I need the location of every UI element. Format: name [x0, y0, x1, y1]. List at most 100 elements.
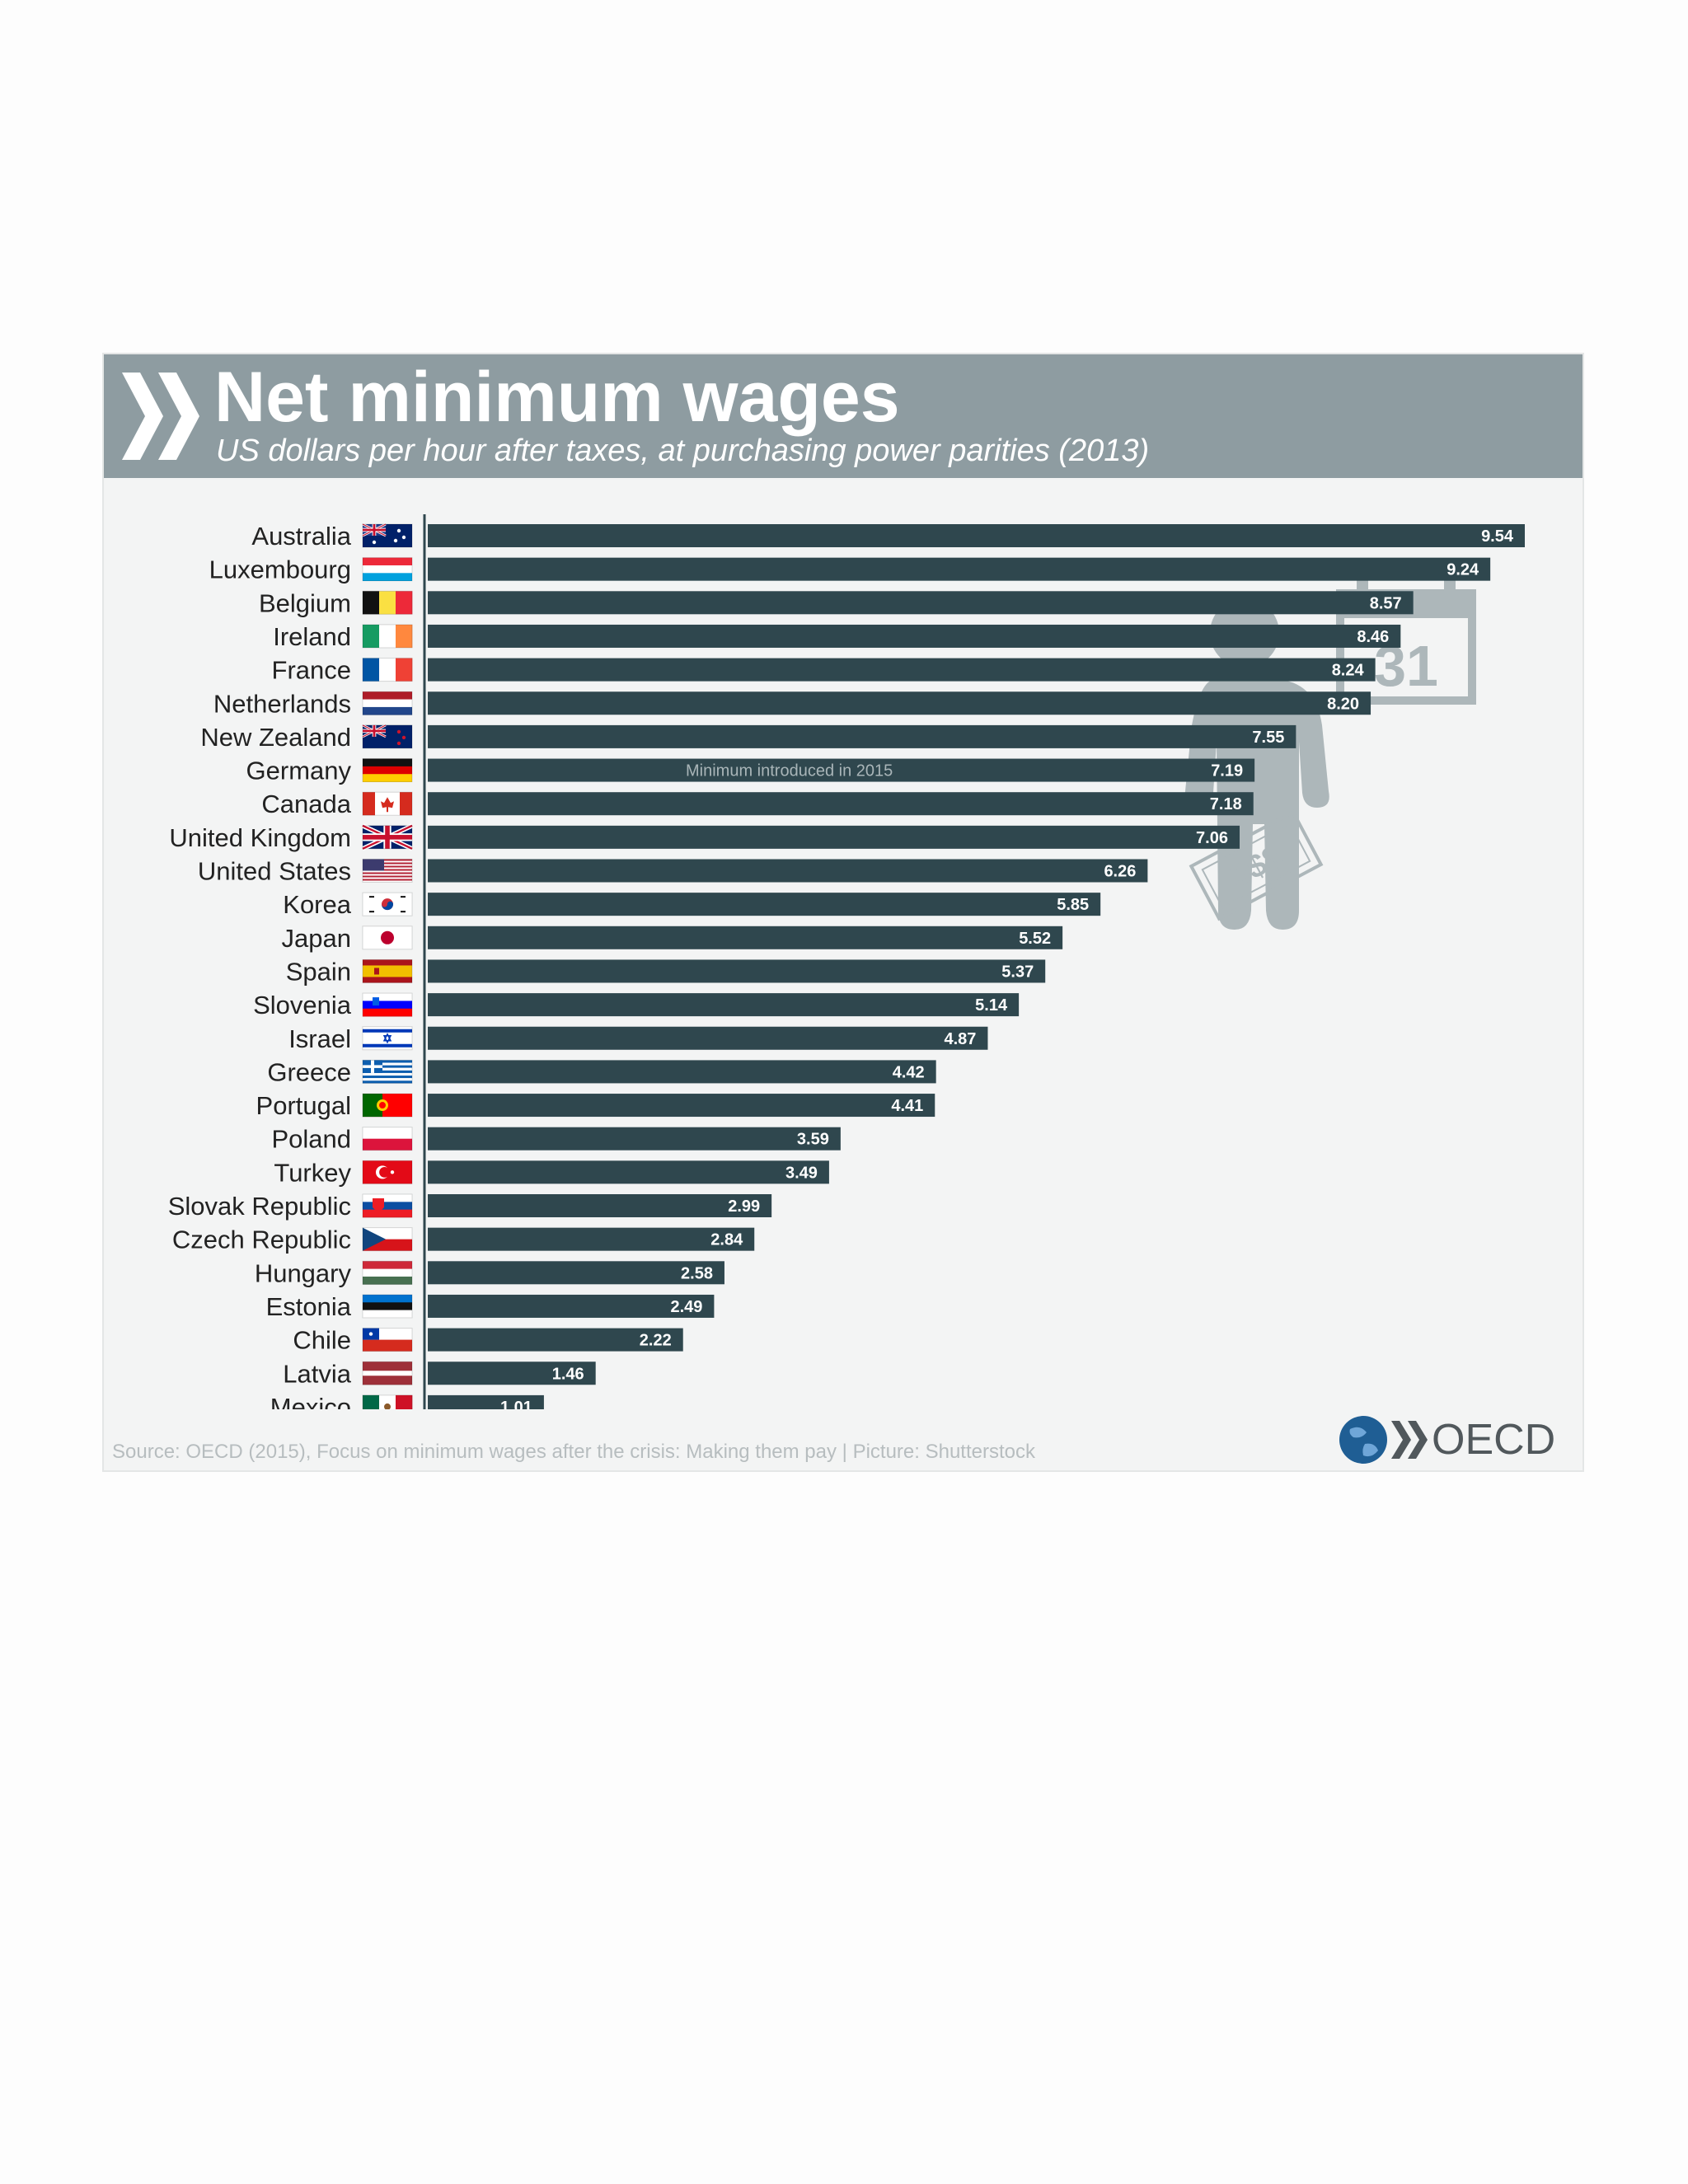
bar-hungary	[428, 1261, 724, 1285]
value-label-turkey: 3.49	[785, 1164, 818, 1182]
belgium-flag-icon	[362, 590, 413, 615]
category-label-luxembourg: Luxembourg	[209, 555, 351, 584]
infographic: Net minimum wages US dollars per hour af…	[104, 354, 1582, 1470]
czech-republic-flag-icon	[362, 1227, 413, 1252]
category-label-belgium: Belgium	[259, 588, 351, 617]
bar-portugal	[428, 1094, 935, 1118]
value-label-greece: 4.42	[893, 1063, 925, 1081]
new-zealand-flag-icon	[362, 724, 413, 749]
value-label-united-kingdom: 7.06	[1196, 829, 1228, 847]
category-label-spain: Spain	[286, 957, 351, 986]
bar-chile	[428, 1328, 683, 1352]
bar-slovak-republic	[428, 1194, 772, 1217]
annotation-label: Minimum introduced in 2015	[686, 762, 893, 780]
bar-japan	[428, 926, 1063, 949]
category-label-france: France	[272, 656, 351, 685]
bar-canada	[428, 792, 1254, 816]
germany-flag-icon	[362, 758, 413, 783]
category-label-new-zealand: New Zealand	[200, 723, 351, 752]
category-label-hungary: Hungary	[255, 1258, 352, 1287]
value-label-poland: 3.59	[797, 1131, 829, 1149]
poland-flag-icon	[362, 1127, 413, 1151]
korea-flag-icon	[362, 892, 413, 916]
slovenia-flag-icon	[362, 992, 413, 1017]
bar-latvia	[428, 1361, 596, 1385]
greece-flag-icon	[362, 1059, 413, 1084]
united-states-flag-icon	[362, 859, 413, 883]
israel-flag-icon	[362, 1026, 413, 1051]
chile-flag-icon	[362, 1328, 413, 1352]
bar-spain	[428, 959, 1046, 983]
value-label-ireland: 8.46	[1357, 628, 1389, 646]
value-label-mexico: 1.01	[500, 1399, 532, 1409]
value-label-canada: 7.18	[1210, 795, 1242, 813]
bar-czech-republic	[428, 1227, 755, 1251]
turkey-flag-icon	[362, 1160, 413, 1184]
value-label-new-zealand: 7.55	[1252, 729, 1284, 747]
category-label-israel: Israel	[288, 1024, 351, 1053]
value-label-israel: 4.87	[945, 1030, 977, 1048]
category-label-korea: Korea	[283, 890, 351, 919]
value-label-hungary: 2.58	[681, 1264, 713, 1282]
category-label-slovenia: Slovenia	[253, 991, 352, 1019]
category-label-slovak-republic: Slovak Republic	[168, 1192, 351, 1221]
bar-slovenia	[428, 993, 1020, 1017]
value-label-slovak-republic: 2.99	[728, 1197, 760, 1216]
value-label-chile: 2.22	[640, 1332, 672, 1350]
category-label-canada: Canada	[261, 790, 351, 818]
estonia-flag-icon	[362, 1294, 413, 1319]
category-label-greece: Greece	[267, 1057, 351, 1086]
category-label-netherlands: Netherlands	[213, 689, 351, 718]
portugal-flag-icon	[362, 1093, 413, 1118]
value-label-germany: 7.19	[1211, 762, 1243, 780]
united-kingdom-flag-icon	[361, 823, 414, 851]
category-label-mexico: Mexico	[270, 1393, 351, 1409]
bar-netherlands	[428, 691, 1372, 715]
value-label-czech-republic: 2.84	[710, 1231, 743, 1249]
bar-united-kingdom	[428, 825, 1240, 849]
value-label-netherlands: 8.20	[1327, 695, 1359, 713]
bar-ireland	[428, 624, 1401, 648]
source-note: Source: OECD (2015), Focus on minimum wa…	[112, 1441, 1035, 1463]
bar-new-zealand	[428, 724, 1296, 748]
netherlands-flag-icon	[362, 691, 413, 715]
value-label-luxembourg: 9.24	[1447, 561, 1479, 579]
bars-group: Australia 9.54 Luxembourg 9.24 Belgium 8.57 Ir…	[168, 514, 1525, 1409]
canada-flag-icon	[362, 791, 413, 816]
hungary-flag-icon	[362, 1260, 413, 1285]
bar-turkey	[428, 1160, 829, 1184]
luxembourg-flag-icon	[362, 557, 413, 582]
ireland-flag-icon	[362, 624, 413, 649]
bar-france	[428, 658, 1376, 682]
value-label-japan: 5.52	[1019, 930, 1051, 948]
chart-title: Net minimum wages	[214, 358, 900, 437]
bar-united-states	[428, 859, 1148, 883]
oecd-wordmark: OECD	[1432, 1416, 1556, 1464]
category-label-chile: Chile	[293, 1326, 351, 1355]
category-label-united-states: United States	[198, 857, 351, 886]
globe-chevron-icon	[1339, 1416, 1428, 1464]
value-label-slovenia: 5.14	[975, 996, 1008, 1015]
value-label-australia: 9.54	[1481, 527, 1514, 546]
value-label-united-states: 6.26	[1104, 863, 1136, 881]
bar-mexico	[428, 1394, 544, 1409]
category-label-ireland: Ireland	[273, 622, 351, 651]
category-label-estonia: Estonia	[266, 1292, 352, 1321]
mexico-flag-icon	[362, 1394, 413, 1409]
value-label-estonia: 2.49	[670, 1298, 702, 1316]
latvia-flag-icon	[362, 1361, 413, 1385]
france-flag-icon	[362, 658, 413, 682]
chart-subtitle: US dollars per hour after taxes, at purc…	[216, 434, 1150, 468]
value-label-belgium: 8.57	[1370, 594, 1402, 612]
spain-flag-icon	[362, 958, 413, 983]
category-label-portugal: Portugal	[256, 1091, 351, 1120]
bar-israel	[428, 1026, 988, 1050]
category-label-united-kingdom: United Kingdom	[169, 823, 351, 852]
category-label-japan: Japan	[282, 924, 351, 953]
category-label-australia: Australia	[251, 522, 351, 551]
category-label-latvia: Latvia	[283, 1359, 351, 1388]
bar-germany	[428, 758, 1255, 782]
double-chevron-icon	[122, 373, 199, 460]
slovak-republic-flag-icon	[362, 1193, 413, 1218]
